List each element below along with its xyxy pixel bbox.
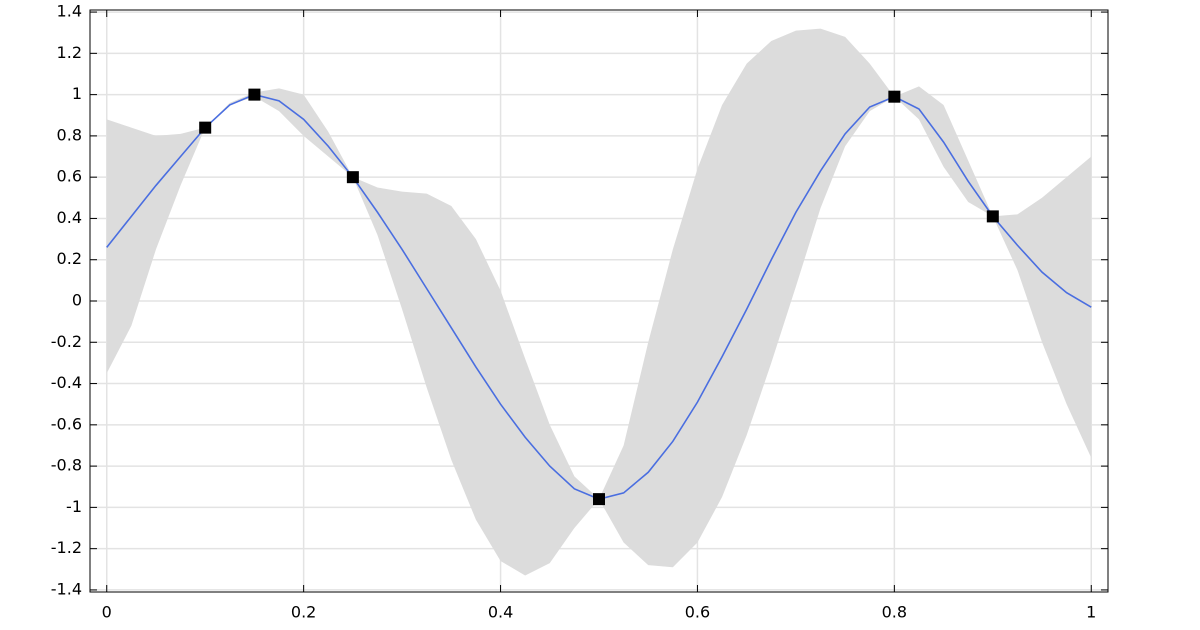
x-tick-label: 1 [1086,603,1096,622]
y-tick-label: -1.4 [51,579,82,598]
y-tick-label: 0.2 [57,249,82,268]
y-tick-label: -0.2 [51,332,82,351]
y-tick-label: 0.8 [57,125,82,144]
data-point [248,88,261,101]
x-tick-label: 0.6 [685,603,710,622]
y-tick-label: 0.4 [57,208,82,227]
data-point [346,171,359,184]
x-tick-label: 0 [102,603,112,622]
y-tick-label: 1.4 [57,2,82,21]
y-tick-label: -0.4 [51,373,82,392]
x-tick-label: 0.4 [488,603,513,622]
y-tick-label: -0.6 [51,414,82,433]
y-tick-label: 1.2 [57,43,82,62]
y-tick-label: 0 [72,291,82,310]
y-tick-label: 1 [72,84,82,103]
x-tick-label: 0.2 [291,603,316,622]
data-point [986,210,999,223]
data-point [888,90,901,103]
data-point [199,121,212,134]
data-point [593,493,605,506]
y-tick-label: -1 [66,497,82,516]
y-tick-label: -0.8 [51,456,82,475]
x-tick-label: 0.8 [882,603,907,622]
y-tick-label: -1.2 [51,538,82,557]
y-tick-label: 0.6 [57,167,82,186]
